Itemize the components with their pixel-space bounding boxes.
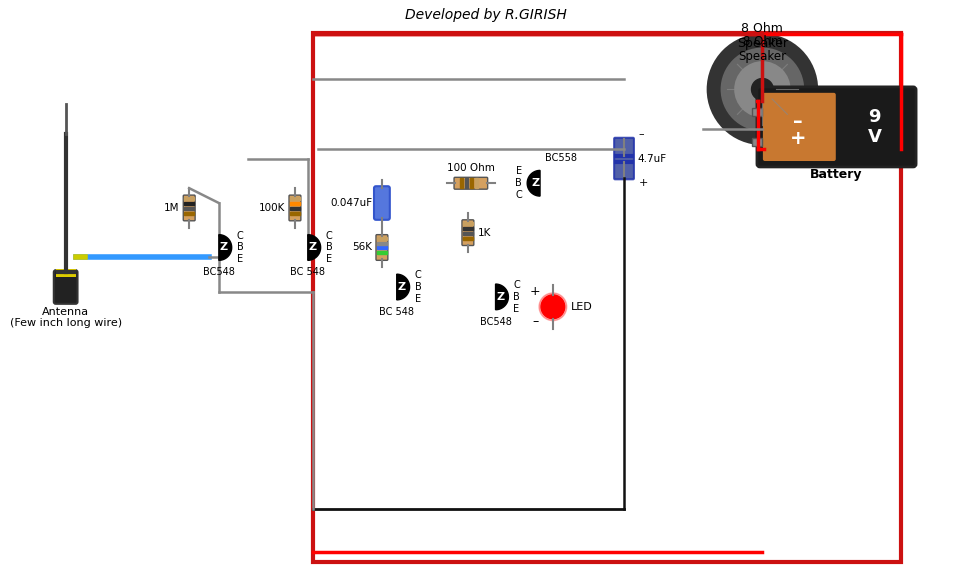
Bar <box>465 178 468 188</box>
Text: +: + <box>530 286 540 298</box>
Text: –: – <box>532 315 538 328</box>
FancyBboxPatch shape <box>56 269 75 277</box>
Polygon shape <box>308 235 320 260</box>
Text: Battery: Battery <box>811 168 863 181</box>
Polygon shape <box>496 284 509 310</box>
Text: 100K: 100K <box>259 203 285 213</box>
Bar <box>377 246 387 249</box>
Text: Z: Z <box>309 242 317 253</box>
Polygon shape <box>527 170 540 196</box>
Text: 9
V: 9 V <box>868 107 882 147</box>
Text: 8 Ohm
Speaker: 8 Ohm Speaker <box>737 22 787 50</box>
Text: C: C <box>325 231 332 241</box>
Circle shape <box>539 293 566 321</box>
Bar <box>184 212 194 215</box>
Circle shape <box>708 35 816 144</box>
Text: 8 Ohm
Speaker: 8 Ohm Speaker <box>738 35 786 63</box>
Text: Z: Z <box>531 178 539 188</box>
Text: Antenna
(Few inch long wire): Antenna (Few inch long wire) <box>10 307 122 328</box>
FancyBboxPatch shape <box>462 220 474 245</box>
Text: 1M: 1M <box>164 203 179 213</box>
Text: 1K: 1K <box>478 228 491 238</box>
Text: E: E <box>415 294 421 304</box>
Bar <box>184 202 194 205</box>
Text: BC558: BC558 <box>545 153 577 163</box>
Text: LED: LED <box>570 302 593 312</box>
Bar <box>752 108 762 116</box>
FancyBboxPatch shape <box>183 195 195 221</box>
Text: E: E <box>513 304 519 314</box>
Bar <box>377 242 387 245</box>
Bar <box>290 212 300 215</box>
Bar <box>290 197 300 200</box>
Text: Z: Z <box>496 292 505 302</box>
Bar <box>463 222 473 225</box>
Text: BC 548: BC 548 <box>379 307 414 317</box>
Text: B: B <box>513 292 520 302</box>
Text: C: C <box>513 280 520 290</box>
FancyBboxPatch shape <box>54 270 77 304</box>
Text: B: B <box>415 282 422 292</box>
Text: B: B <box>325 242 332 253</box>
Text: E: E <box>516 166 522 177</box>
Bar <box>184 207 194 210</box>
FancyBboxPatch shape <box>614 138 634 179</box>
Circle shape <box>735 62 789 117</box>
Text: 4.7uF: 4.7uF <box>638 153 667 163</box>
Text: C: C <box>236 231 243 241</box>
Text: C: C <box>415 270 422 280</box>
Bar <box>463 237 473 239</box>
Text: C: C <box>515 190 522 200</box>
Text: BC548: BC548 <box>480 317 511 327</box>
Text: B: B <box>236 242 243 253</box>
Text: –: – <box>793 113 803 132</box>
Bar <box>377 237 387 239</box>
Circle shape <box>541 295 565 319</box>
Polygon shape <box>219 235 232 260</box>
FancyBboxPatch shape <box>376 235 388 260</box>
Bar <box>377 252 387 254</box>
Text: Developed by R.GIRISH: Developed by R.GIRISH <box>404 8 566 23</box>
Circle shape <box>722 48 803 130</box>
Text: BC548: BC548 <box>203 267 234 278</box>
FancyBboxPatch shape <box>289 195 301 221</box>
Bar <box>463 232 473 235</box>
Text: E: E <box>325 254 332 264</box>
Text: +: + <box>790 129 807 148</box>
Circle shape <box>752 78 773 100</box>
Polygon shape <box>397 274 409 300</box>
Bar <box>475 178 478 188</box>
FancyBboxPatch shape <box>763 93 836 161</box>
Text: Z: Z <box>220 242 228 253</box>
Text: 100 Ohm: 100 Ohm <box>447 163 495 173</box>
Bar <box>460 178 463 188</box>
Text: 56K: 56K <box>352 242 372 253</box>
Bar <box>463 227 473 230</box>
Bar <box>290 202 300 205</box>
Text: E: E <box>236 254 243 264</box>
Text: BC 548: BC 548 <box>290 267 325 278</box>
Text: B: B <box>515 178 522 188</box>
Bar <box>752 138 762 145</box>
Text: +: + <box>639 178 648 188</box>
FancyBboxPatch shape <box>757 87 916 167</box>
Text: Z: Z <box>398 282 405 292</box>
Text: –: – <box>639 129 645 139</box>
Text: 0.047uF: 0.047uF <box>330 198 372 208</box>
Bar <box>290 207 300 210</box>
Bar <box>184 197 194 200</box>
FancyBboxPatch shape <box>455 177 487 189</box>
Bar <box>470 178 473 188</box>
FancyBboxPatch shape <box>374 186 390 220</box>
Bar <box>313 33 900 562</box>
